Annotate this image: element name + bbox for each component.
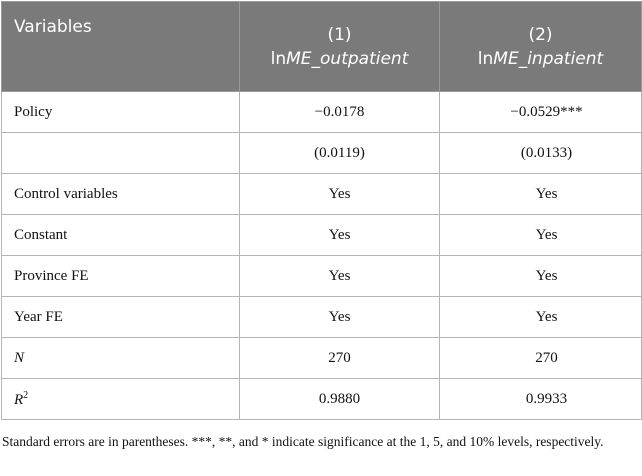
row-label: Province FE	[1, 255, 240, 297]
row-value-model-1: Yes	[239, 214, 440, 256]
table-footnote: Standard errors are in parentheses. ***,…	[2, 434, 604, 449]
row-value-model-1: −0.0178	[239, 91, 440, 133]
row-value-model-1: 0.9880	[239, 378, 440, 420]
row-label: N	[1, 337, 240, 379]
row-value-model-2: Yes	[439, 214, 642, 256]
table-row: Constant Yes Yes	[1, 214, 642, 256]
row-label: Control variables	[1, 173, 240, 215]
row-value-model-1: 270	[239, 337, 440, 379]
row-label: R2	[1, 378, 240, 420]
row-value-model-2: (0.0133)	[439, 132, 642, 174]
table-row: Province FE Yes Yes	[1, 255, 642, 297]
row-label	[1, 132, 240, 174]
header-model-1-italic: ME_outpatient	[286, 48, 409, 69]
header-model-1-label: lnME_outpatient	[240, 47, 439, 71]
header-model-1-prefix: ln	[270, 48, 287, 69]
row-value-model-2: Yes	[439, 296, 642, 338]
row-value-model-1: Yes	[239, 255, 440, 297]
row-value-model-2: Yes	[439, 173, 642, 215]
row-label: Year FE	[1, 296, 240, 338]
row-value-model-2: −0.0529***	[439, 91, 642, 133]
header-model-2-italic: ME_inpatient	[493, 48, 604, 69]
row-label-italic: R	[14, 391, 24, 408]
table-row: R2 0.9880 0.9933	[1, 378, 642, 420]
table-header-row: Variables (1) lnME_outpatient (2) lnME_i…	[1, 1, 642, 92]
header-model-2-label: lnME_inpatient	[440, 47, 641, 71]
row-value-model-1: Yes	[239, 173, 440, 215]
table-row: Year FE Yes Yes	[1, 296, 642, 338]
row-value-model-2: 0.9933	[439, 378, 642, 420]
header-model-1-number: (1)	[327, 24, 352, 45]
table-row: Control variables Yes Yes	[1, 173, 642, 215]
regression-table-container: Variables (1) lnME_outpatient (2) lnME_i…	[1, 1, 642, 420]
table-row: (0.0119) (0.0133)	[1, 132, 642, 174]
row-value-model-2: Yes	[439, 255, 642, 297]
header-model-2-number: (2)	[528, 24, 553, 45]
row-label-superscript: 2	[23, 389, 29, 401]
table-row: Policy −0.0178 −0.0529***	[1, 91, 642, 133]
row-label: Constant	[1, 214, 240, 256]
table-row: N 270 270	[1, 337, 642, 379]
header-model-2: (2) lnME_inpatient	[439, 1, 642, 92]
row-value-model-2: 270	[439, 337, 642, 379]
row-value-model-1: (0.0119)	[239, 132, 440, 174]
row-label-italic: N	[14, 349, 25, 366]
header-variables: Variables	[1, 1, 240, 92]
header-model-2-prefix: ln	[477, 48, 494, 69]
row-value-model-1: Yes	[239, 296, 440, 338]
header-model-1: (1) lnME_outpatient	[239, 1, 440, 92]
regression-table: Variables (1) lnME_outpatient (2) lnME_i…	[1, 1, 642, 420]
row-label: Policy	[1, 91, 240, 133]
